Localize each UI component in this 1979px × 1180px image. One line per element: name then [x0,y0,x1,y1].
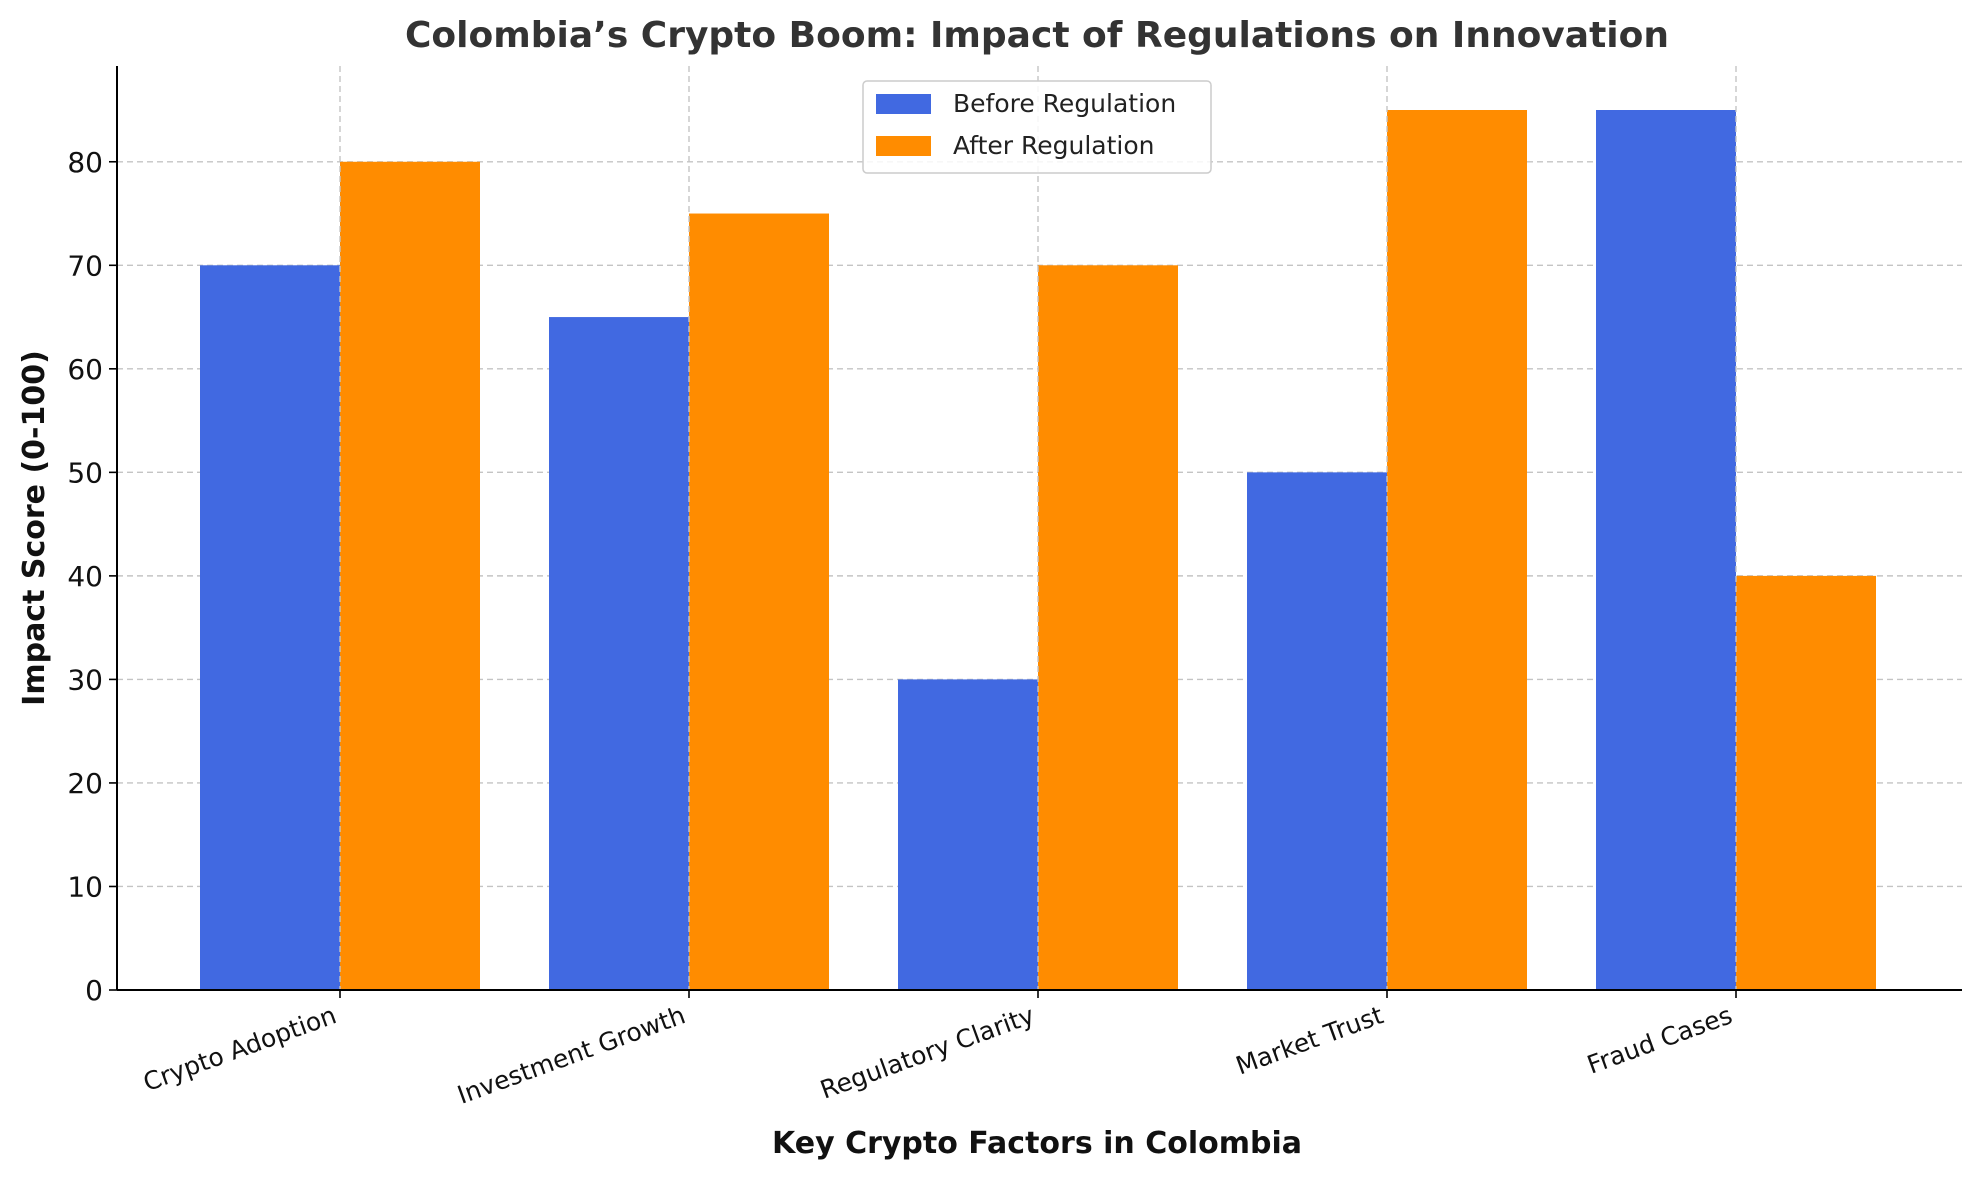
y-tick-label: 80 [67,146,103,179]
chart-title: Colombia’s Crypto Boom: Impact of Regula… [405,15,1669,56]
legend-label-before: Before Regulation [953,89,1176,118]
y-axis-label: Impact Score (0-100) [17,350,52,706]
bar-layer [200,110,1876,991]
bar-after-regulation [689,213,829,990]
legend-label-after: After Regulation [953,131,1154,160]
bar-before-regulation [200,265,340,990]
bar-after-regulation [1387,110,1527,990]
bar-after-regulation [340,161,480,990]
y-tick-label: 60 [67,353,103,386]
x-tick-label: Crypto Adoption [139,1000,340,1097]
bar-before-regulation [549,317,689,990]
y-tick-label: 0 [85,974,103,1007]
legend-swatch-before [876,94,931,114]
legend-swatch-after [876,136,931,156]
legend: Before Regulation After Regulation [862,80,1212,174]
y-tick-label: 30 [67,663,103,696]
bar-before-regulation [898,679,1038,990]
x-tick-label: Market Trust [1232,1000,1387,1080]
bar-before-regulation [1247,472,1387,991]
axis-layer [116,66,1962,991]
x-axis-label: Key Crypto Factors in Colombia [772,1126,1302,1161]
x-tick-label: Fraud Cases [1583,1000,1736,1079]
bar-after-regulation [1038,265,1178,990]
y-tick-label: 50 [67,456,103,489]
x-tick-label: Investment Growth [454,1000,689,1109]
y-tick-label: 10 [67,870,103,903]
y-tick-label: 20 [67,767,103,800]
y-tick-label: 70 [67,249,103,282]
bar-after-regulation [1736,575,1876,990]
y-tick-label: 40 [67,560,103,593]
x-tick-label: Regulatory Clarity [816,1000,1038,1104]
legend-frame [862,80,1212,174]
bar-before-regulation [1596,110,1736,990]
